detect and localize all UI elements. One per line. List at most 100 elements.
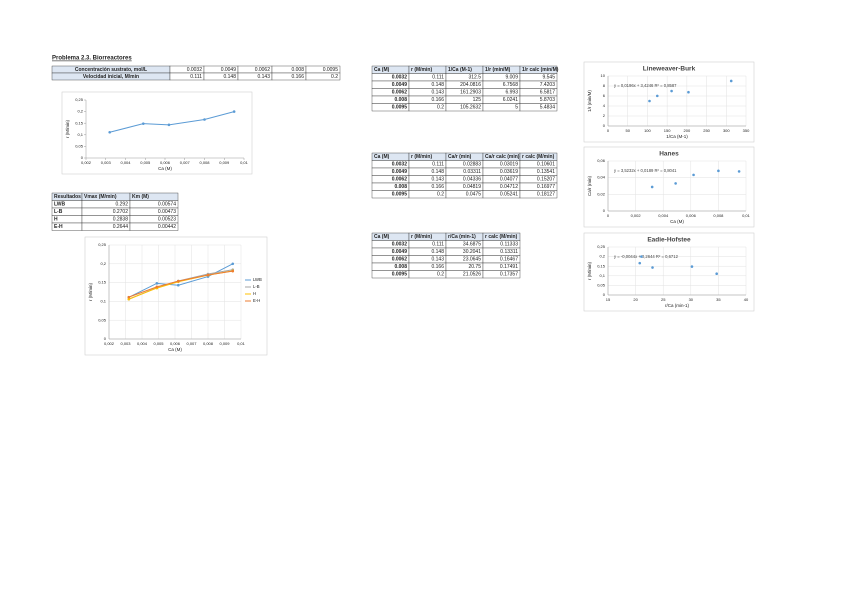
chart-frame: [61, 91, 253, 175]
table-header: 1/r calc (min/M): [522, 67, 559, 73]
data-point: [655, 94, 659, 98]
table-cell-text: 6.7568: [503, 82, 519, 88]
x-tick-label: 150: [664, 128, 671, 133]
table-cell: [129, 222, 179, 231]
x-tick-label: 0,01: [742, 213, 751, 218]
y-tick-label: 0,25: [98, 242, 107, 247]
x-tick-label: 300: [723, 128, 730, 133]
table-cell-text: 0.13541: [537, 169, 555, 175]
table-cell-text: 0.03311: [463, 169, 481, 175]
x-tick-label: 0,004: [120, 160, 131, 165]
x-tick-label: 0,005: [140, 160, 151, 165]
data-point: [231, 269, 235, 273]
data-point: [141, 122, 145, 125]
x-tick-label: 0,004: [137, 341, 148, 346]
table-header: r/Ca (min-1): [448, 234, 476, 240]
table-cell-text: 5.4834: [540, 105, 556, 111]
y-tick-label: 0,25: [75, 97, 84, 102]
chart-frame: [583, 146, 755, 228]
data-point: [729, 79, 733, 83]
table-cell: [482, 270, 521, 279]
x-tick-label: 0,008: [203, 341, 214, 346]
y-axis-label: r (M/min): [88, 283, 93, 301]
data-point: [203, 118, 206, 121]
x-tick-label: 200: [684, 128, 691, 133]
chart-frame: [84, 236, 268, 356]
table-cell-text: 0.0062: [392, 90, 408, 96]
table-cell-text: 0.008: [291, 67, 304, 73]
table-cell-text: 0.04077: [500, 177, 518, 183]
y-tick-label: 0,1: [77, 132, 83, 137]
table-header: r calc (M/min): [522, 154, 555, 160]
x-axis-label: Ca (M): [670, 219, 684, 224]
table-cell-text: 0.111: [432, 75, 444, 81]
table-cell-text: 6.5817: [540, 90, 556, 96]
table-cell-text: 0.0475: [466, 192, 482, 198]
table-cell-text: 0.2838: [113, 217, 129, 223]
table-cell-text: 0.0049: [221, 67, 237, 73]
x-axis-label: r/Ca (min-1): [665, 303, 690, 308]
table-cell-text: 0.0062: [255, 67, 271, 73]
table-cell-text: 0.166: [291, 74, 304, 80]
x-tick-label: 0,008: [713, 213, 724, 218]
data-point: [687, 90, 690, 94]
y-tick-label: 0,2: [599, 254, 605, 259]
table-cell-text: 0.166: [431, 184, 444, 190]
table-cell-text: 9.009: [505, 75, 518, 81]
table-header: Vmax (M/min): [84, 194, 117, 200]
table-cell: [519, 190, 558, 199]
table-cell-text: 0.0049: [392, 82, 408, 88]
y-tick-label: 0,2: [100, 261, 106, 266]
legend-label: H: [253, 291, 256, 296]
table-cell-text: 0.03619: [500, 169, 518, 175]
table-cell-text: 0.166: [431, 97, 444, 103]
x-tick-label: 0,003: [120, 341, 131, 346]
table-cell-text: 0.111: [432, 162, 444, 168]
data-point: [231, 262, 235, 266]
data-point: [177, 283, 180, 287]
table-cell-text: 0.008: [394, 184, 407, 190]
table-cell-text: 0.166: [431, 264, 444, 270]
table-cell-text: L-B: [54, 209, 63, 215]
table-header: r (M/min): [411, 67, 432, 73]
x-tick-label: 50: [625, 128, 630, 133]
table-cell-text: 5: [515, 105, 518, 111]
table-cell-text: 0.17491: [500, 264, 518, 270]
y-tick-label: 0: [603, 292, 606, 297]
data-point: [737, 170, 741, 173]
data-point: [692, 173, 695, 177]
table-cell-text: 21.0526: [463, 272, 481, 278]
data-point: [167, 123, 171, 127]
table-cell-text: 0.143: [257, 74, 270, 80]
table-cell-text: 0.00442: [158, 224, 176, 230]
table-cell-text: 0.2: [437, 192, 444, 198]
x-axis-label: Ca (M): [168, 347, 182, 352]
table-cell-text: 0.0095: [392, 192, 408, 198]
table-cell-text: 5.8703: [540, 97, 556, 103]
data-point: [715, 272, 718, 275]
x-tick-label: 0,008: [199, 160, 210, 165]
table-cell-text: 0.16467: [500, 257, 518, 263]
x-tick-label: 0,009: [219, 160, 230, 165]
x-tick-label: 0,01: [237, 341, 246, 346]
y-tick-label: 0: [603, 123, 606, 128]
table-cell-text: 0.11333: [500, 242, 518, 248]
x-tick-label: 0,006: [170, 341, 181, 346]
table-cell: [305, 72, 341, 81]
table-cell-text: 0.0049: [392, 169, 408, 175]
y-tick-label: 0,05: [597, 282, 606, 287]
table-header: r (M/min): [411, 154, 432, 160]
table-header: Ca (M): [374, 154, 390, 160]
y-tick-label: 0,2: [77, 109, 83, 114]
x-tick-label: 0: [607, 128, 610, 133]
y-tick-label: 0,1: [599, 273, 605, 278]
x-axis-label: 1/Ca (M-1): [666, 134, 688, 139]
chart-title: Lineweaver-Burk: [643, 66, 696, 73]
data-point: [127, 297, 131, 301]
table-cell-text: 0.00574: [158, 202, 176, 208]
y-tick-label: 0,02: [597, 191, 606, 196]
table-cell-text: 0.04712: [500, 184, 518, 190]
table-cell-text: 0.0049: [392, 249, 408, 255]
